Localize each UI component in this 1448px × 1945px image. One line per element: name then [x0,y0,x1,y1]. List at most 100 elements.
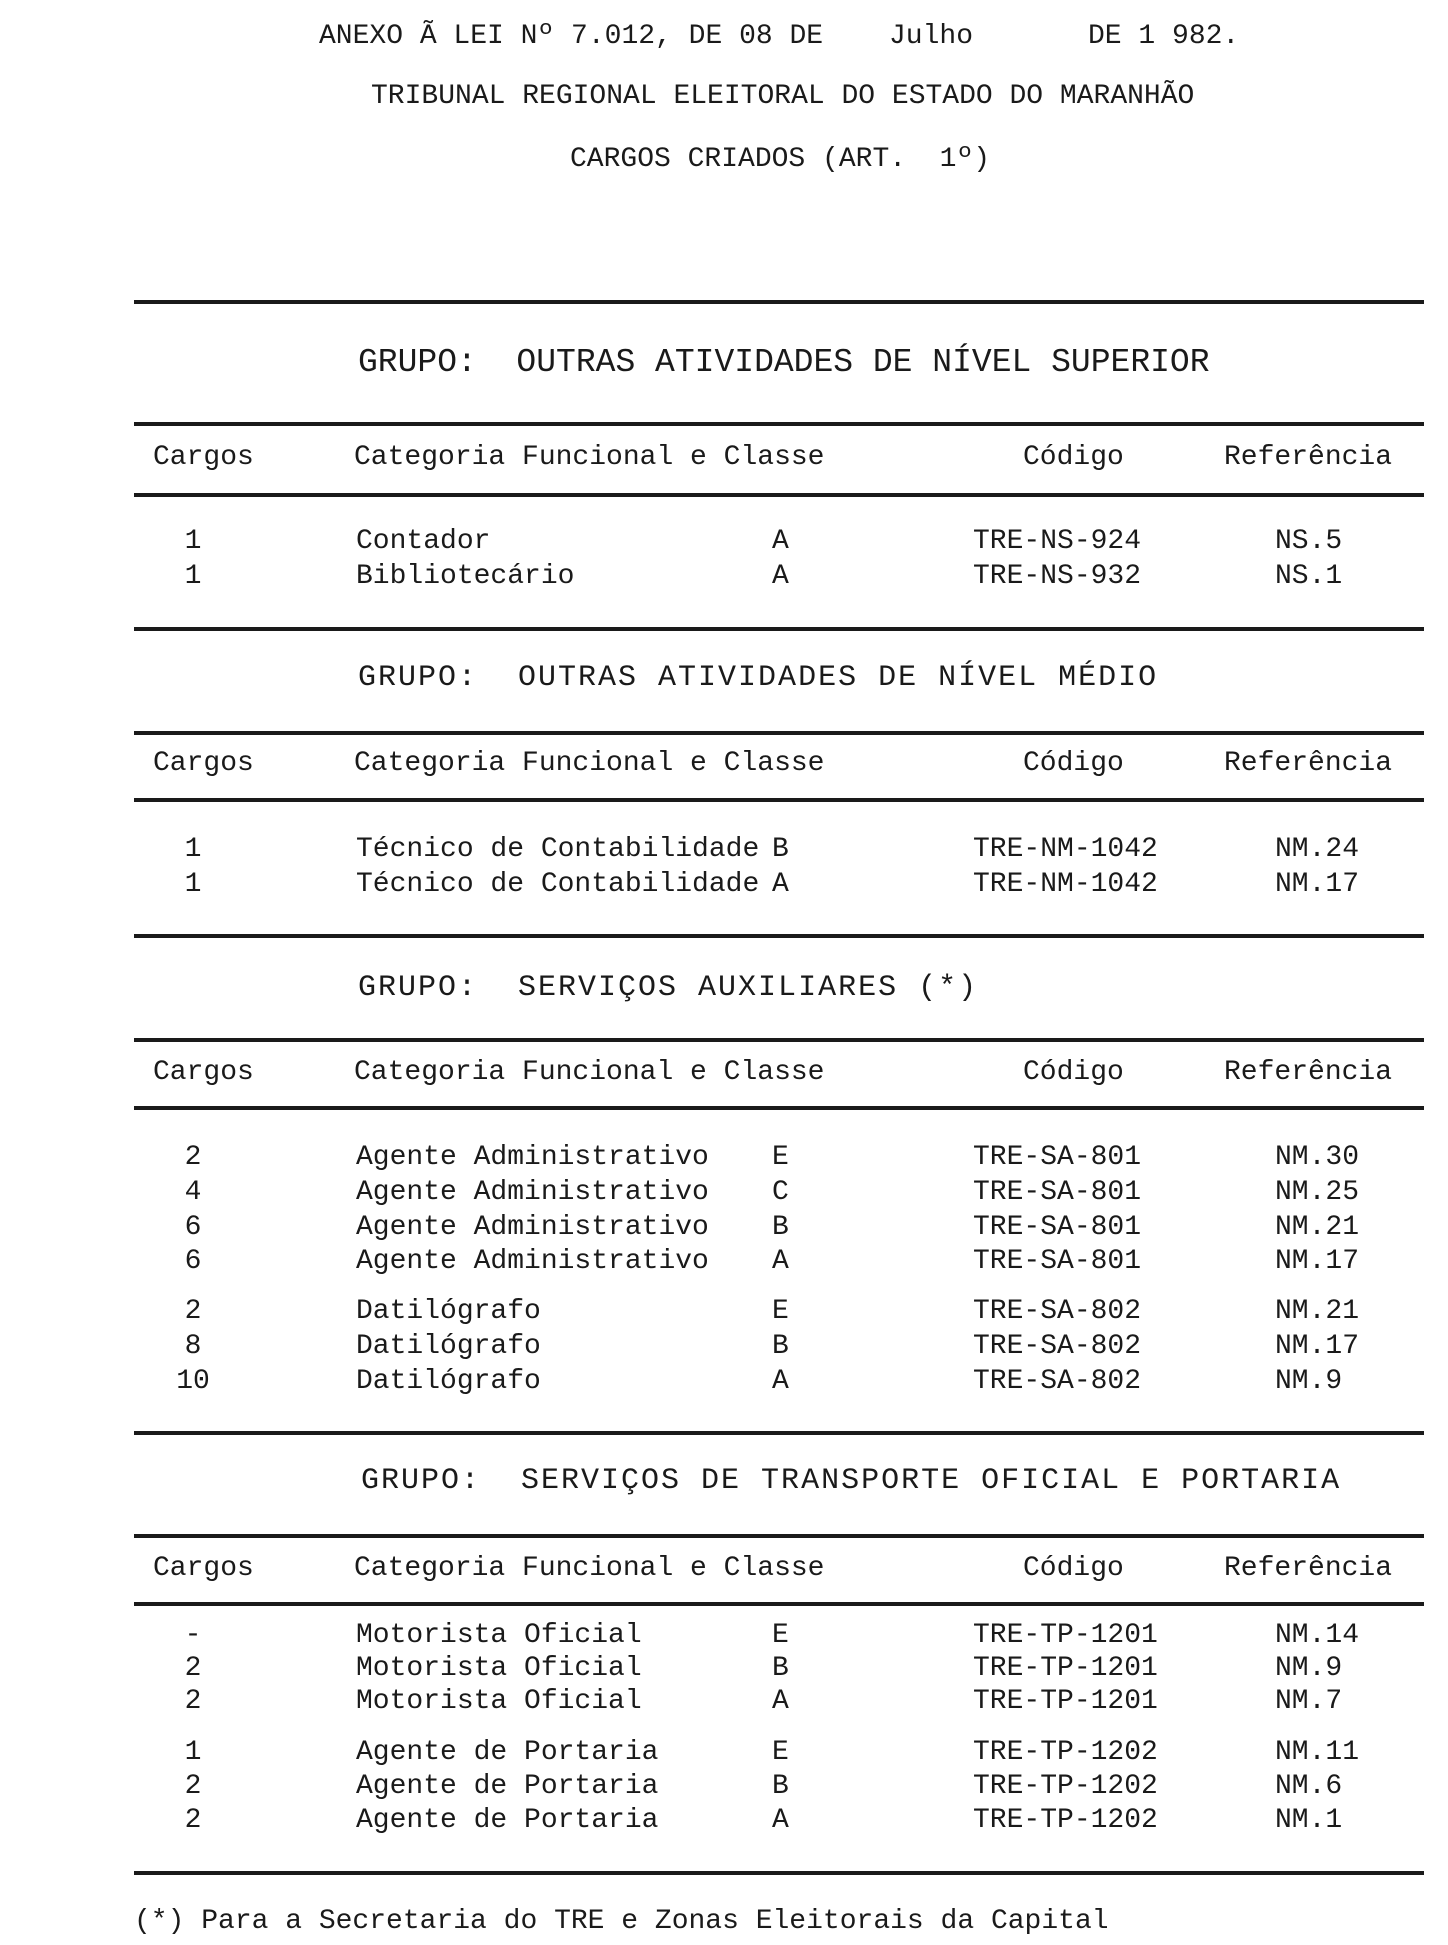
cell-classe: A [772,561,789,592]
cell-cargos: 8 [184,1331,202,1362]
cell-categoria: Agente de Portaria [356,1771,659,1802]
cell-referencia: NM.21 [1275,1212,1360,1243]
cell-codigo: TRE-SA-801 [973,1177,1142,1208]
cell-cargos: 2 [184,1686,202,1717]
cell-referencia: NM.1 [1275,1805,1343,1836]
column-header-codigo: Código [1023,442,1124,473]
cell-codigo: TRE-NM-1042 [973,834,1158,865]
column-header-referencia: Referência [1224,1553,1393,1584]
divider [134,1602,1424,1606]
cell-codigo: TRE-SA-801 [973,1246,1142,1277]
cell-referencia: NM.21 [1275,1296,1360,1327]
cell-codigo: TRE-TP-1202 [973,1771,1158,1802]
divider [134,1871,1424,1875]
cell-categoria: Datilógrafo [356,1331,541,1362]
cell-categoria: Agente Administrativo [356,1177,709,1208]
column-header-referencia: Referência [1224,748,1393,779]
cell-categoria: Motorista Oficial [356,1686,642,1717]
cell-classe: B [772,1771,789,1802]
divider [134,300,1424,304]
cell-classe: B [772,1212,789,1243]
divider [134,627,1424,631]
cell-codigo: TRE-TP-1201 [973,1653,1158,1684]
column-header-codigo: Código [1023,748,1124,779]
cell-cargos: 4 [184,1177,202,1208]
cell-categoria: Motorista Oficial [356,1620,642,1651]
cell-categoria: Agente de Portaria [356,1805,659,1836]
cell-categoria: Agente Administrativo [356,1212,709,1243]
cell-referencia: NM.11 [1275,1737,1360,1768]
cell-cargos: 1 [184,561,202,592]
divider [134,731,1424,735]
cell-classe: B [772,1653,789,1684]
column-header-referencia: Referência [1224,442,1393,473]
group-title: GRUPO: OUTRAS ATIVIDADES DE NÍVEL SUPERI… [358,343,1210,381]
document-title-month: Julho [889,21,974,52]
cell-referencia: NS.1 [1275,561,1343,592]
cell-categoria: Datilógrafo [356,1296,541,1327]
cell-classe: C [772,1177,789,1208]
group-title: GRUPO: SERVIÇOS DE TRANSPORTE OFICIAL E … [361,1464,1342,1498]
column-header-referencia: Referência [1224,1057,1393,1088]
cell-cargos: 6 [184,1212,202,1243]
cell-cargos: 1 [184,526,202,557]
cell-categoria: Agente Administrativo [356,1246,709,1277]
cell-categoria: Motorista Oficial [356,1653,642,1684]
cell-codigo: TRE-NM-1042 [973,869,1158,900]
cell-classe: B [772,834,789,865]
cell-classe: E [772,1296,789,1327]
document-title-year: DE 1 982. [1088,21,1240,52]
cell-codigo: TRE-NS-924 [973,526,1142,557]
cell-categoria: Contador [356,526,491,557]
cell-cargos: 6 [184,1246,202,1277]
cell-codigo: TRE-SA-801 [973,1212,1142,1243]
cell-categoria: Datilógrafo [356,1366,541,1397]
document-title-line1: ANEXO Ã LEI Nº 7.012, DE 08 DE [319,21,824,52]
cell-referencia: NS.5 [1275,526,1343,557]
divider [134,1431,1424,1435]
cell-classe: B [772,1331,789,1362]
cell-cargos: - [184,1620,202,1651]
cell-cargos: 1 [184,869,202,900]
cell-cargos: 2 [184,1771,202,1802]
cell-codigo: TRE-TP-1201 [973,1686,1158,1717]
divider [134,1106,1424,1110]
cell-referencia: NM.9 [1275,1366,1343,1397]
cell-categoria: Agente de Portaria [356,1737,659,1768]
cell-codigo: TRE-TP-1201 [973,1620,1158,1651]
cell-categoria: Técnico de Contabilidade [356,834,760,865]
divider [134,422,1424,426]
cell-cargos: 1 [184,1737,202,1768]
group-title: GRUPO: OUTRAS ATIVIDADES DE NÍVEL MÉDIO [358,661,1159,695]
cell-referencia: NM.30 [1275,1142,1360,1173]
column-header-categoria: Categoria Funcional e Classe [354,442,825,473]
cell-referencia: NM.14 [1275,1620,1360,1651]
cell-codigo: TRE-TP-1202 [973,1737,1158,1768]
column-header-categoria: Categoria Funcional e Classe [354,1553,825,1584]
cell-cargos: 2 [184,1142,202,1173]
column-header-cargos: Cargos [153,442,254,473]
cell-codigo: TRE-TP-1202 [973,1805,1158,1836]
cell-categoria: Agente Administrativo [356,1142,709,1173]
cell-cargos: 10 [176,1366,210,1397]
cell-referencia: NM.6 [1275,1771,1343,1802]
column-header-categoria: Categoria Funcional e Classe [354,1057,825,1088]
cell-classe: A [772,1686,789,1717]
cell-referencia: NM.17 [1275,1331,1360,1362]
divider [134,1534,1424,1538]
cell-classe: A [772,869,789,900]
column-header-cargos: Cargos [153,748,254,779]
column-header-codigo: Código [1023,1553,1124,1584]
column-header-categoria: Categoria Funcional e Classe [354,748,825,779]
cell-categoria: Bibliotecário [356,561,575,592]
footnote: (*) Para a Secretaria do TRE e Zonas Ele… [134,1906,1109,1937]
cell-classe: E [772,1737,789,1768]
cell-classe: E [772,1620,789,1651]
cell-codigo: TRE-NS-932 [973,561,1142,592]
cell-referencia: NM.7 [1275,1686,1343,1717]
column-header-codigo: Código [1023,1057,1124,1088]
document-title-line2: TRIBUNAL REGIONAL ELEITORAL DO ESTADO DO… [371,81,1195,112]
cell-cargos: 2 [184,1296,202,1327]
cell-codigo: TRE-SA-802 [973,1331,1142,1362]
divider [134,493,1424,497]
